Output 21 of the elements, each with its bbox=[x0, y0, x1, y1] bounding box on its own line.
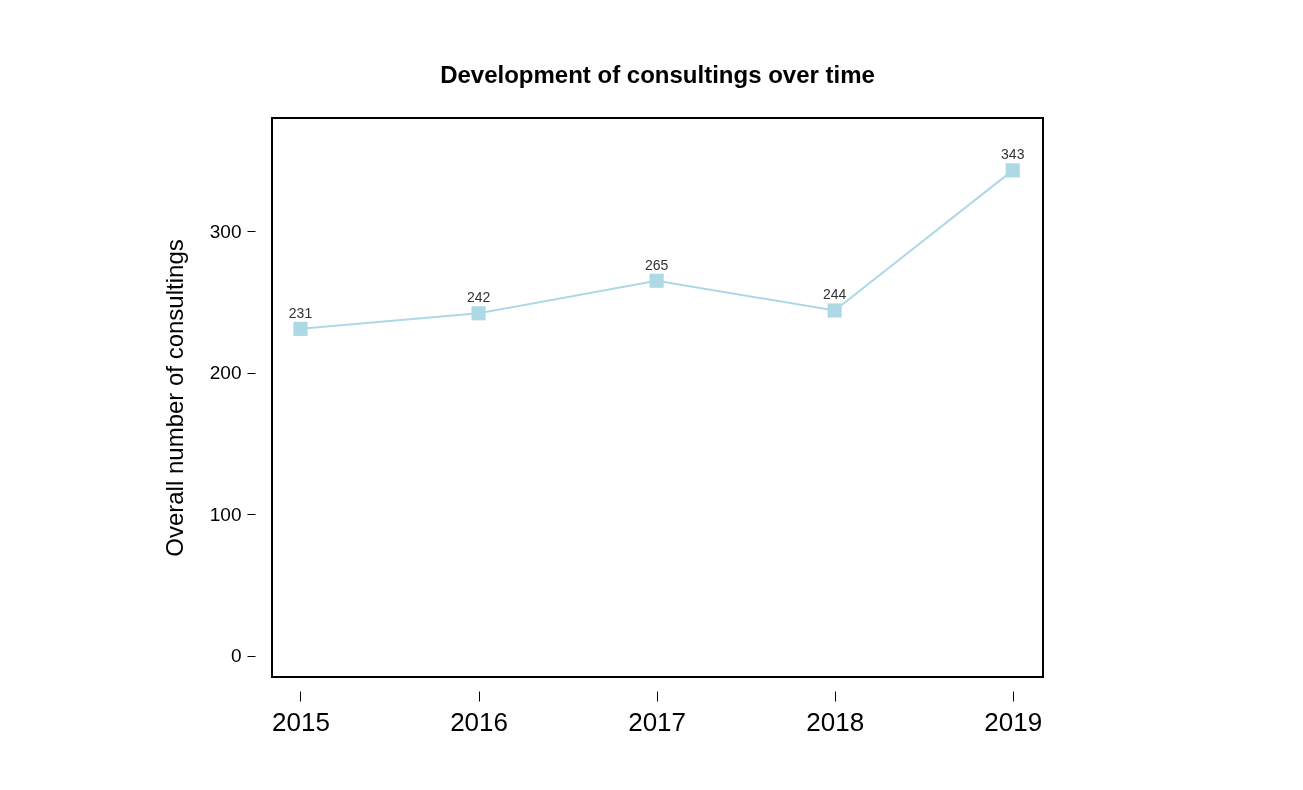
x-tick-label: 2019 bbox=[984, 706, 1043, 737]
x-tick-label: 2017 bbox=[628, 706, 687, 737]
x-tick-label: 2016 bbox=[450, 706, 508, 737]
y-tick-label: 100 bbox=[209, 503, 242, 525]
point bbox=[649, 273, 664, 288]
chart-title: Development of consultings over time bbox=[440, 61, 875, 88]
point bbox=[471, 306, 486, 321]
data-label: 244 bbox=[822, 286, 847, 303]
y-tick-label: 200 bbox=[209, 362, 242, 384]
point bbox=[1005, 163, 1020, 178]
x-tick-label: 2015 bbox=[272, 706, 330, 737]
data-label: 231 bbox=[288, 304, 313, 321]
y-tick-label: 0 bbox=[230, 645, 242, 667]
data-label: 343 bbox=[1001, 146, 1025, 163]
point bbox=[827, 303, 842, 318]
data-label: 242 bbox=[466, 289, 491, 306]
x-tick-label: 2018 bbox=[806, 706, 865, 737]
y-axis-title: Overall number of consultings bbox=[160, 239, 188, 557]
point bbox=[293, 321, 308, 336]
data-label: 265 bbox=[644, 256, 669, 273]
y-tick-label: 300 bbox=[209, 220, 242, 242]
